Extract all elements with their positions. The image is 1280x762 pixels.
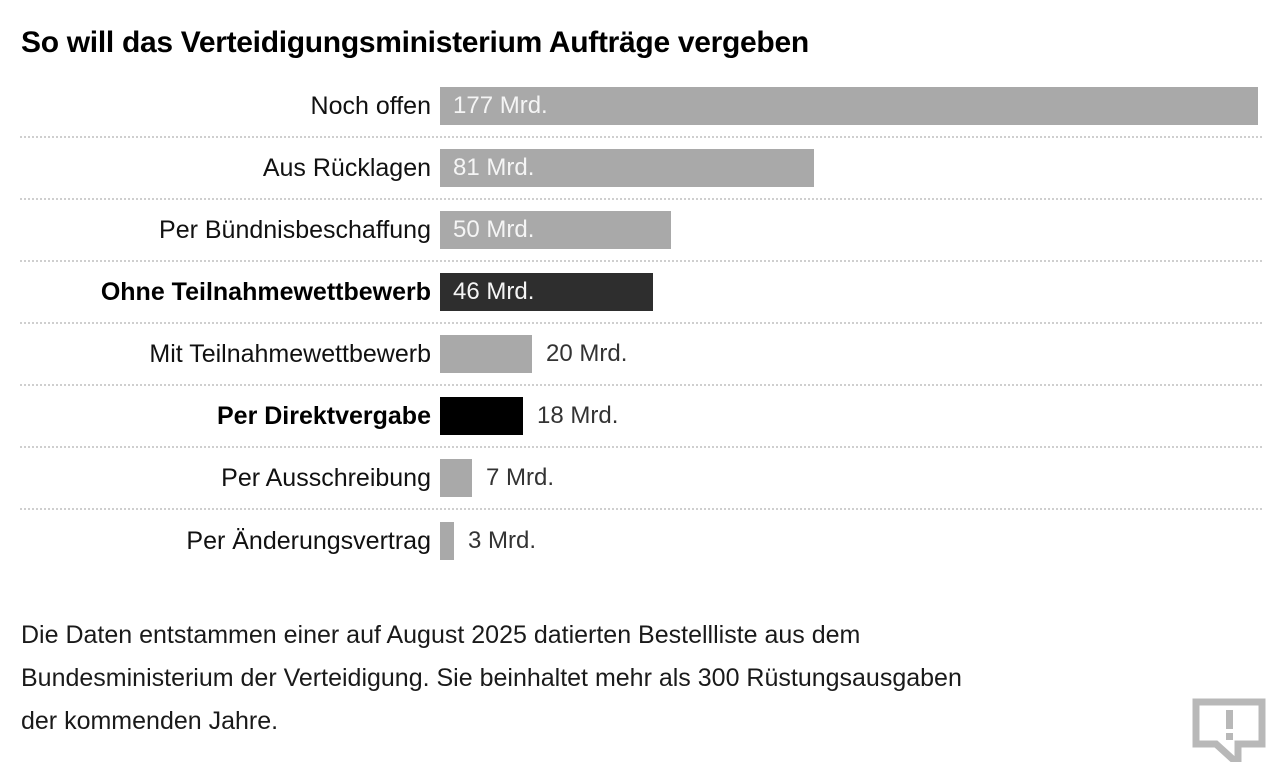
bar-value-label: 81 Mrd. bbox=[453, 154, 535, 181]
bar-value-label: 7 Mrd. bbox=[486, 464, 555, 491]
bar: 177 Mrd. bbox=[440, 87, 1258, 125]
row-label: Aus Rücklagen bbox=[262, 153, 431, 182]
bar-wrap: 177 Mrd. bbox=[440, 87, 1262, 125]
feedback-button[interactable] bbox=[1192, 698, 1266, 762]
bar bbox=[440, 459, 472, 497]
bar-value-label: 18 Mrd. bbox=[537, 402, 619, 429]
row-label: Per Bündnisbeschaffung bbox=[159, 215, 431, 244]
bar-wrap: 50 Mrd. bbox=[440, 211, 1262, 249]
bar bbox=[440, 335, 532, 373]
bar-value-label: 177 Mrd. bbox=[453, 92, 548, 119]
chart-row: Per Ausschreibung 7 Mrd. bbox=[20, 448, 1262, 510]
row-label: Per Änderungsvertrag bbox=[186, 526, 431, 555]
chart-row: Per Direktvergabe 18 Mrd. bbox=[20, 386, 1262, 448]
bar-wrap: 20 Mrd. bbox=[440, 335, 1262, 373]
bar-wrap: 46 Mrd. bbox=[440, 273, 1262, 311]
speech-bubble-exclamation-icon bbox=[1192, 698, 1266, 762]
bar-wrap: 7 Mrd. bbox=[440, 459, 1262, 497]
bar bbox=[440, 522, 454, 560]
bar: 81 Mrd. bbox=[440, 149, 814, 187]
bar-value-label: 50 Mrd. bbox=[453, 216, 535, 243]
bar bbox=[440, 397, 523, 435]
bar-value-label: 20 Mrd. bbox=[546, 340, 628, 367]
chart-row: Mit Teilnahmewettbewerb 20 Mrd. bbox=[20, 324, 1262, 386]
chart-row: Per Änderungsvertrag 3 Mrd. bbox=[20, 510, 1262, 572]
footnote: Die Daten entstammen einer auf August 20… bbox=[21, 614, 1140, 743]
row-label: Noch offen bbox=[310, 91, 431, 120]
page-title: So will das Verteidigungsministerium Auf… bbox=[21, 26, 809, 59]
chart-row: Ohne Teilnahmewettbewerb 46 Mrd. bbox=[20, 262, 1262, 324]
row-label: Ohne Teilnahmewettbewerb bbox=[100, 277, 431, 306]
footnote-line: Die Daten entstammen einer auf August 20… bbox=[21, 621, 861, 649]
chart-row: Aus Rücklagen 81 Mrd. bbox=[20, 138, 1262, 200]
bar: 50 Mrd. bbox=[440, 211, 671, 249]
footnote-line: Bundesministerium der Verteidigung. Sie … bbox=[21, 664, 962, 692]
bar-wrap: 3 Mrd. bbox=[440, 522, 1262, 560]
row-label: Mit Teilnahmewettbewerb bbox=[149, 339, 431, 368]
row-label: Per Direktvergabe bbox=[216, 401, 431, 430]
bar-wrap: 18 Mrd. bbox=[440, 397, 1262, 435]
footnote-line: der kommenden Jahre. bbox=[21, 707, 279, 735]
bar: 46 Mrd. bbox=[440, 273, 653, 311]
bar-chart: Noch offen 177 Mrd. Aus Rücklagen 81 Mrd… bbox=[20, 76, 1262, 572]
chart-row: Noch offen 177 Mrd. bbox=[20, 76, 1262, 138]
bar-value-label: 3 Mrd. bbox=[468, 527, 537, 554]
bar-wrap: 81 Mrd. bbox=[440, 149, 1262, 187]
chart-row: Per Bündnisbeschaffung 50 Mrd. bbox=[20, 200, 1262, 262]
bar-value-label: 46 Mrd. bbox=[453, 278, 535, 305]
row-label: Per Ausschreibung bbox=[221, 463, 431, 492]
